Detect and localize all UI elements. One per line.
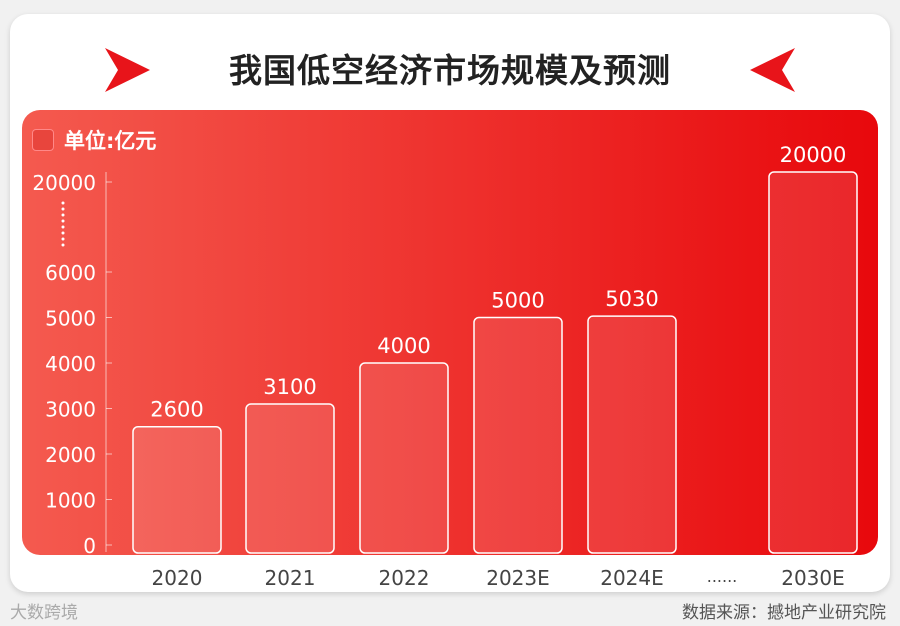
watermark-logo: 大数跨境 <box>10 603 78 623</box>
axis-break-dot <box>61 231 65 235</box>
data-label: 4000 <box>377 334 430 358</box>
axis-break-dot <box>61 243 65 247</box>
x-tick-label: 2022 <box>379 566 430 590</box>
y-tick-label: 2000 <box>45 443 96 467</box>
legend-swatch <box>32 129 54 151</box>
left-arrow-icon <box>105 48 150 92</box>
data-label: 5030 <box>605 287 658 311</box>
y-tick-label: 5000 <box>45 307 96 331</box>
unit-label: 单位:亿元 <box>64 129 157 153</box>
x-tick-label: 2021 <box>265 566 316 590</box>
y-tick-label: 0 <box>83 534 96 558</box>
axis-break-dot <box>61 207 65 211</box>
source-note: 数据来源：撼地产业研究院 <box>682 603 886 623</box>
axis-break-dot <box>61 237 65 241</box>
y-tick-label: 20000 <box>32 171 96 195</box>
x-tick-label: 2020 <box>152 566 203 590</box>
bar <box>587 315 677 554</box>
x-tick-label: 2023E <box>486 566 550 590</box>
y-tick-label: 4000 <box>45 352 96 376</box>
y-tick-label: 1000 <box>45 489 96 513</box>
chart-title: 我国低空经济市场规模及预测 <box>229 51 671 90</box>
axis-break-dot <box>61 225 65 229</box>
data-label: 20000 <box>780 143 847 167</box>
chart-panel <box>22 110 878 555</box>
unit-legend: 单位:亿元 <box>32 125 156 155</box>
data-label: 3100 <box>263 375 316 399</box>
y-tick-label: 3000 <box>45 398 96 422</box>
axis-break-dot <box>61 219 65 223</box>
y-tick-label: 6000 <box>45 261 96 285</box>
right-arrow-icon <box>750 48 795 92</box>
bar <box>768 171 858 554</box>
bar <box>245 403 335 554</box>
x-tick-label: 2030E <box>781 566 845 590</box>
title-arrows <box>105 48 795 92</box>
x-tick-label: 2024E <box>600 566 664 590</box>
x-gap-label: ...... <box>707 567 738 586</box>
bar <box>359 362 449 554</box>
axis-break-dot <box>61 201 65 205</box>
bar <box>473 316 563 554</box>
data-label: 2600 <box>150 398 203 422</box>
bar <box>132 425 222 554</box>
axis-break-dot <box>61 213 65 217</box>
data-label: 5000 <box>491 289 544 313</box>
